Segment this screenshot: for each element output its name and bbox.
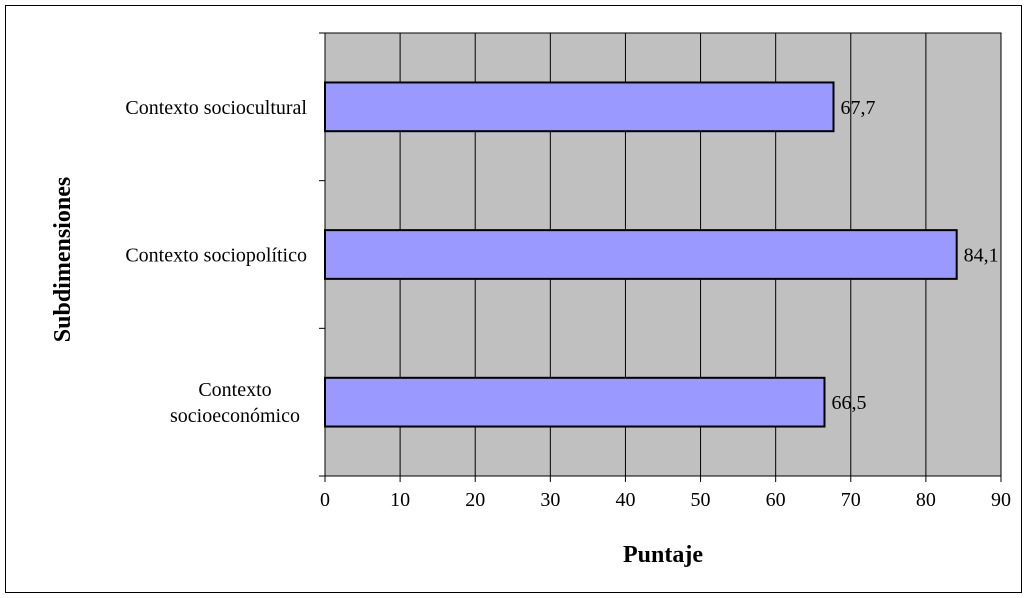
x-tick-label: 0 [320, 489, 330, 511]
category-label: Contexto socioeconómico [170, 379, 300, 427]
x-tick-labels: 0 10 20 30 40 50 60 70 80 90 [320, 489, 1011, 511]
data-label: 84,1 [964, 245, 999, 267]
x-tick-label: 90 [991, 489, 1011, 511]
x-tick-label: 10 [390, 489, 410, 511]
category-label: Contexto sociocultural [125, 97, 307, 119]
x-tick-label: 60 [766, 489, 786, 511]
category-labels: Contexto sociocultural Contexto sociopolí… [125, 97, 307, 427]
x-tick-label: 80 [916, 489, 936, 511]
bar [324, 376, 826, 428]
bars [324, 81, 958, 428]
data-label: 67,7 [841, 97, 876, 119]
data-label: 66,5 [831, 392, 866, 414]
x-tick-label: 40 [615, 489, 635, 511]
category-label: Contexto sociopolítico [125, 245, 307, 267]
bar [324, 229, 958, 280]
x-tick-label: 20 [465, 489, 485, 511]
x-tick-label: 70 [841, 489, 861, 511]
y-axis-title: Subdimensiones [50, 177, 76, 342]
x-axis-title: Puntaje [623, 542, 703, 568]
x-tick-label: 50 [691, 489, 711, 511]
bar [324, 81, 835, 133]
axes [319, 32, 1002, 482]
x-tick-label: 30 [540, 489, 560, 511]
data-labels: 67,7 84,1 66,5 [831, 97, 998, 414]
